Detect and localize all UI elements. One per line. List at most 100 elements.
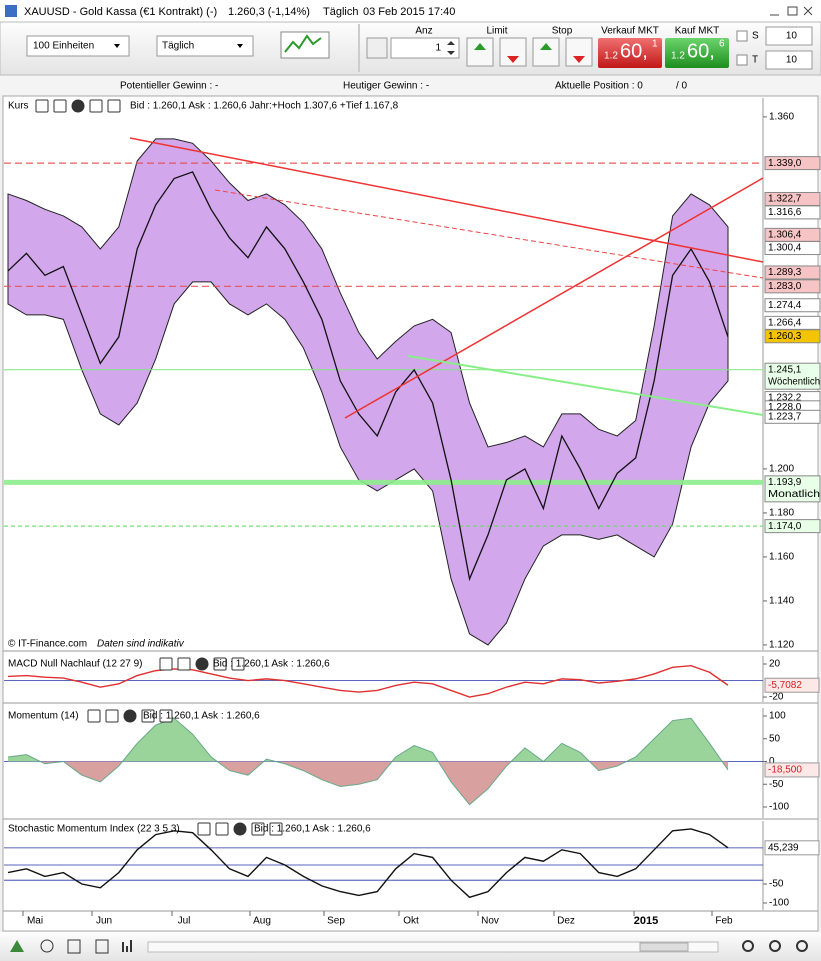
stop-buy-button[interactable]	[532, 37, 560, 67]
sell-button[interactable]	[598, 38, 662, 68]
x-tick-label: Nov	[481, 916, 499, 927]
panel-subtitle: Bid : 1.260,1 Ask : 1.260,6	[254, 824, 371, 835]
units-dropdown[interactable]	[26, 35, 130, 57]
price-label: 1.322,7	[768, 194, 802, 205]
s-label: S	[752, 31, 759, 42]
x-tick-label: Feb	[715, 916, 733, 927]
buy-big: 60,	[687, 40, 715, 62]
tool-icon[interactable]	[10, 940, 24, 952]
price-label-box	[764, 362, 821, 390]
maximize[interactable]	[787, 6, 798, 16]
plots: 1.360 1.200 1.180 1.160 1.140 1.120 1.339,0 1.3…	[3, 98, 821, 927]
trend-line	[214, 189, 764, 279]
value-label-box	[764, 677, 820, 693]
y-tick-label: 1.140	[769, 596, 794, 607]
sell-label: Verkauf MKT	[601, 26, 659, 37]
status-row	[0, 76, 821, 95]
y-tick-label: -50	[769, 779, 784, 790]
sell-sup: 1	[652, 39, 658, 50]
y-tick-label: 1.160	[769, 552, 794, 563]
tool-icon[interactable]	[95, 939, 109, 954]
t-checkbox[interactable]	[736, 54, 748, 66]
s-input[interactable]	[765, 26, 813, 46]
panel-icon	[71, 99, 85, 113]
price-label-box	[764, 265, 821, 280]
price-label-box	[764, 156, 821, 171]
period-dropdown[interactable]	[156, 35, 254, 57]
separator	[358, 24, 360, 72]
value-label: -5,7082	[768, 680, 802, 691]
up-icon	[474, 43, 486, 50]
bollinger-band	[7, 138, 729, 646]
price-label: 1.245,1	[768, 364, 802, 375]
limit-label: Limit	[486, 26, 507, 37]
price-label: 1.289,3	[768, 267, 802, 278]
zoom-fit[interactable]	[742, 940, 754, 952]
title-bar	[0, 0, 821, 22]
spinner[interactable]	[447, 41, 455, 55]
limit-buy-button[interactable]	[466, 37, 494, 67]
value-label: 45,239	[768, 842, 799, 853]
price-label: 1.228,0	[768, 402, 802, 413]
zoom-out[interactable]	[769, 940, 781, 952]
price-label: 1.300,4	[768, 243, 802, 254]
y-tick-label: 0	[769, 756, 775, 767]
down-icon	[507, 56, 519, 63]
x-tick-label: Okt	[403, 916, 419, 927]
y-tick-label: 1.180	[769, 508, 794, 519]
price-label-note: Monatlich	[768, 489, 820, 500]
panel-icon	[123, 709, 137, 723]
panel-icon	[233, 822, 247, 836]
window-price: 1.260,3 (-1,14%)	[228, 6, 310, 18]
panel-icon	[195, 657, 209, 671]
t-label: T	[752, 55, 758, 66]
tool-icon[interactable]	[67, 939, 81, 954]
t-input[interactable]	[765, 50, 813, 70]
scrollbar[interactable]	[147, 941, 719, 953]
trend-line	[407, 355, 764, 416]
dropdown-arrow	[114, 44, 120, 48]
panel-icon	[107, 99, 121, 113]
buy-button[interactable]	[665, 38, 729, 68]
panel-icon	[105, 709, 119, 723]
tool-icon[interactable]	[40, 939, 54, 953]
window-title: XAUUSD - Gold Kassa (€1 Kontrakt) (-)	[24, 6, 217, 18]
y-tick-label: 50	[769, 733, 781, 744]
chart-style-button[interactable]	[280, 31, 330, 59]
panel-icon	[213, 657, 227, 671]
y-tick-label: 100	[769, 711, 786, 722]
y-tick-label: -100	[769, 898, 789, 909]
scroll-thumb[interactable]	[639, 942, 689, 952]
anz-input[interactable]	[390, 37, 460, 59]
settings-button[interactable]	[366, 37, 388, 59]
x-tick-label: Sep	[327, 916, 345, 927]
tool-icon[interactable]	[122, 940, 132, 952]
panel-icon	[197, 822, 211, 836]
panel-icon	[269, 822, 283, 836]
price-label-box	[764, 329, 821, 344]
down-icon	[573, 56, 585, 63]
price-label-box	[764, 205, 821, 220]
price-label: 1.223,7	[768, 411, 802, 422]
anz-label: Anz	[415, 26, 432, 37]
panel-subtitle: Bid : 1.260,1 Ask : 1.260,6	[213, 659, 330, 670]
panel-title: Momentum (14)	[8, 711, 79, 722]
panel-icon	[215, 822, 229, 836]
panel-icon	[35, 99, 49, 113]
close[interactable]	[803, 6, 813, 16]
stop-label: Stop	[552, 26, 573, 37]
x-tick-label: 2015	[634, 915, 658, 927]
up-icon	[540, 43, 552, 50]
window-buttons[interactable]	[770, 6, 813, 16]
y-tick-label: 1.200	[769, 464, 794, 475]
indicator-line	[7, 664, 729, 698]
zoom-in[interactable]	[796, 940, 808, 952]
value-label-box	[764, 840, 820, 856]
y-tick-label: -50	[769, 879, 784, 890]
x-tick-label: Dez	[557, 916, 575, 927]
price-label-box	[764, 409, 821, 424]
s-checkbox[interactable]	[736, 30, 748, 42]
units-value: 100 Einheiten	[33, 41, 94, 52]
panel-icon	[87, 709, 101, 723]
